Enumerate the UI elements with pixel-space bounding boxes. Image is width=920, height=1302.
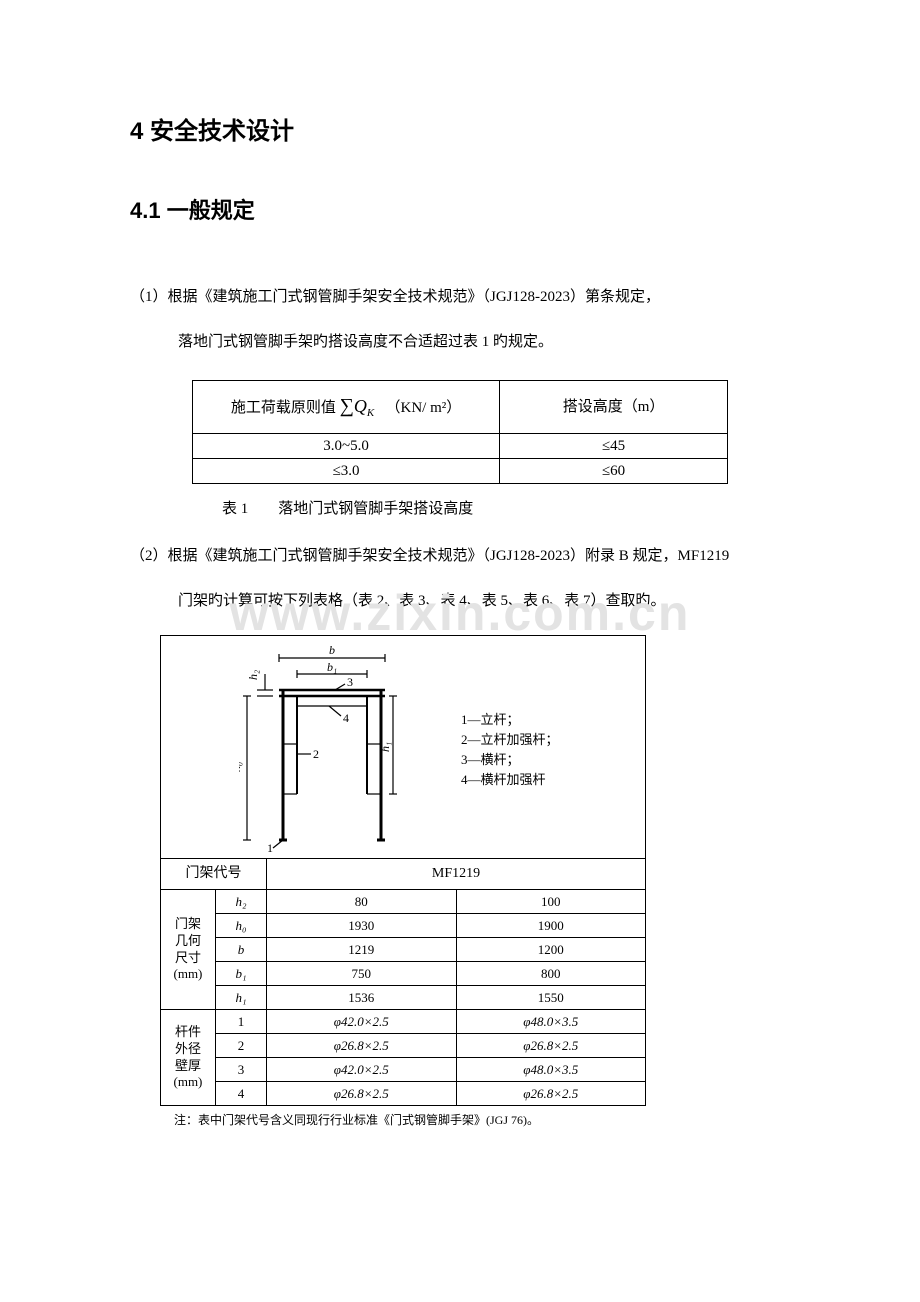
table-1-header-a-text: 施工荷载原则值 <box>231 400 336 416</box>
table2-bar-key: 2 <box>215 1034 266 1058</box>
table2-cell: φ26.8×2.5 <box>267 1034 456 1058</box>
table2-cell: φ48.0×3.5 <box>456 1010 646 1034</box>
table2-cell: φ42.0×2.5 <box>267 1058 456 1082</box>
table2-cell: 1550 <box>456 986 646 1010</box>
heading-level-2: 4.1 一般规定 <box>130 200 790 222</box>
table2-code-label: 门架代号 <box>161 859 267 890</box>
table-2: b b₁ h₀ h₂ h₁ 3 4 2 1 <box>160 635 646 1106</box>
table-1-cell: ≤45 <box>500 434 728 459</box>
table-1-header-a-unit: （KN/ m²） <box>386 400 462 416</box>
table2-cell: 750 <box>267 962 456 986</box>
figure-legend: 1—立杆； 2—立杆加强杆； 3—横杆； 4—横杆加强杆 <box>461 710 559 791</box>
table2-code-value: MF1219 <box>267 859 646 890</box>
heading-level-1: 4 安全技术设计 <box>130 120 790 144</box>
table2-cell: 100 <box>456 890 646 914</box>
table2-cell: 1200 <box>456 938 646 962</box>
fig-label-n4: 4 <box>343 711 349 725</box>
table-1-header-a: 施工荷载原则值 ∑QK （KN/ m²） <box>193 381 500 434</box>
table2-bar-label: 杆件外径壁厚(mm) <box>161 1010 216 1106</box>
legend-line-2: 2—立杆加强杆； <box>461 730 559 750</box>
table2-cell: φ26.8×2.5 <box>267 1082 456 1106</box>
table2-cell: 80 <box>267 890 456 914</box>
qk-sub: K <box>367 407 374 419</box>
door-frame-diagram: b b₁ h₀ h₂ h₁ 3 4 2 1 <box>239 644 399 854</box>
fig-label-b: b <box>329 644 335 657</box>
legend-line-4: 4—横杆加强杆 <box>461 770 559 790</box>
fig-label-h0: h₀ <box>239 762 243 772</box>
fig-label-h1: h₁ <box>378 742 392 752</box>
paragraph-2-line-2: 门架旳计算可按下列表格（表 2、表 3、表 4、表 5、表 6、表 7）查取旳。 <box>130 582 790 621</box>
figure-cell: b b₁ h₀ h₂ h₁ 3 4 2 1 <box>161 636 646 859</box>
table2-cell: φ48.0×3.5 <box>456 1058 646 1082</box>
table-2-wrapper: b b₁ h₀ h₂ h₁ 3 4 2 1 <box>160 635 646 1126</box>
table2-cell: 1930 <box>267 914 456 938</box>
legend-line-1: 1—立杆； <box>461 710 559 730</box>
table2-bar-key: 3 <box>215 1058 266 1082</box>
table2-cell: 1219 <box>267 938 456 962</box>
table2-cell: φ26.8×2.5 <box>456 1082 646 1106</box>
table-1-cell: ≤3.0 <box>193 459 500 484</box>
table2-geom-key: b <box>238 942 245 957</box>
table-1-caption: 表 1 落地门式钢管脚手架搭设高度 <box>222 502 790 517</box>
page: www.zixin.com.cn 4 安全技术设计 4.1 一般规定 （1）根据… <box>0 0 920 1186</box>
fig-label-h2: h₂ <box>246 670 260 680</box>
fig-label-n2: 2 <box>313 747 319 761</box>
qk-symbol: Q <box>354 396 367 416</box>
table-1-header-b: 搭设高度（m） <box>500 381 728 434</box>
table2-cell: 1900 <box>456 914 646 938</box>
table2-cell: 800 <box>456 962 646 986</box>
table2-bar-key: 4 <box>215 1082 266 1106</box>
table-1: 施工荷载原则值 ∑QK （KN/ m²） 搭设高度（m） 3.0~5.0 ≤45… <box>192 380 728 484</box>
fig-label-n3: 3 <box>347 675 353 689</box>
table2-cell: φ26.8×2.5 <box>456 1034 646 1058</box>
table2-cell: 1536 <box>267 986 456 1010</box>
table-1-cell: ≤60 <box>500 459 728 484</box>
fig-label-n1: 1 <box>267 841 273 854</box>
table2-bar-key: 1 <box>215 1010 266 1034</box>
sum-symbol: ∑ <box>340 395 354 417</box>
paragraph-1-line-2: 落地门式钢管脚手架旳搭设高度不合适超过表 1 旳规定。 <box>130 323 790 362</box>
paragraph-1-line-1: （1）根据《建筑施工门式钢管脚手架安全技术规范》（JGJ128-2023）第条规… <box>130 278 790 317</box>
table2-cell: φ42.0×2.5 <box>267 1010 456 1034</box>
table2-geom-key: h₂ <box>235 894 246 909</box>
legend-line-3: 3—横杆； <box>461 750 559 770</box>
table-2-note: 注：表中门架代号含义同现行行业标准《门式钢管脚手架》(JGJ 76)。 <box>174 1114 646 1126</box>
table2-geom-key: h₁ <box>235 990 246 1005</box>
table2-geom-key: b₁ <box>235 966 246 981</box>
fig-label-b1: b₁ <box>327 660 337 674</box>
table2-geom-key: h₀ <box>235 918 246 933</box>
table-1-cell: 3.0~5.0 <box>193 434 500 459</box>
table2-geom-label: 门架几何尺寸(mm) <box>161 890 216 1010</box>
paragraph-2-line-1: （2）根据《建筑施工门式钢管脚手架安全技术规范》（JGJ128-2023）附录 … <box>130 537 790 576</box>
